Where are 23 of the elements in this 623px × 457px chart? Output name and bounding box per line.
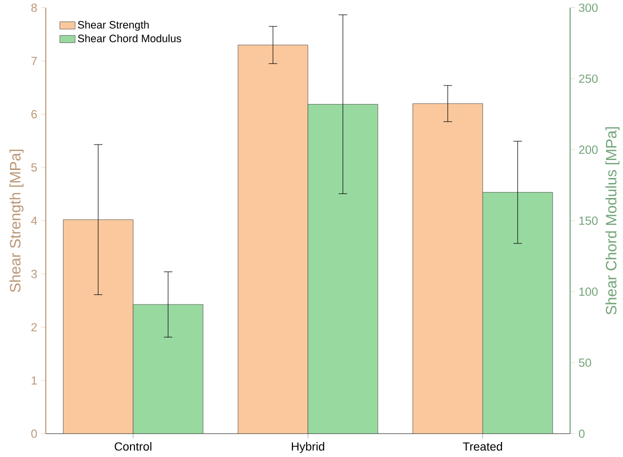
y-tick-label: 6 [31,110,37,119]
legend-label: Shear Chord Modulus [78,34,182,42]
y2-tick-label: 250 [579,74,598,84]
y2-tick-label: 100 [579,288,598,296]
y-tick-label: 1 [32,376,37,385]
y-tick-label: 7 [31,57,37,66]
y-tick-label: 0 [31,430,37,438]
x-tick-label: Treated [462,442,502,451]
y2-axis-title: Shear Chord Modulus [MPa] [605,128,620,315]
y-tick-label: 5 [31,164,37,172]
y-tick-label: 3 [31,270,37,278]
x-tick-label: Hybrid [292,442,324,454]
y-tick-label: 2 [31,323,37,332]
y2-tick-label: 150 [579,216,598,226]
y2-tick-label: 0 [578,430,585,438]
y2-tick-label: 300 [578,4,598,12]
y-axis-title: Shear Strength [MPa] [10,150,24,292]
y-tick-label: 4 [31,216,38,225]
y-tick-label: 8 [31,4,37,12]
legend-label: Shear Strength [78,20,149,31]
x-tick-label: Control [114,442,152,451]
y2-tick-label: 200 [579,146,598,154]
y2-tick-label: 50 [578,358,592,368]
